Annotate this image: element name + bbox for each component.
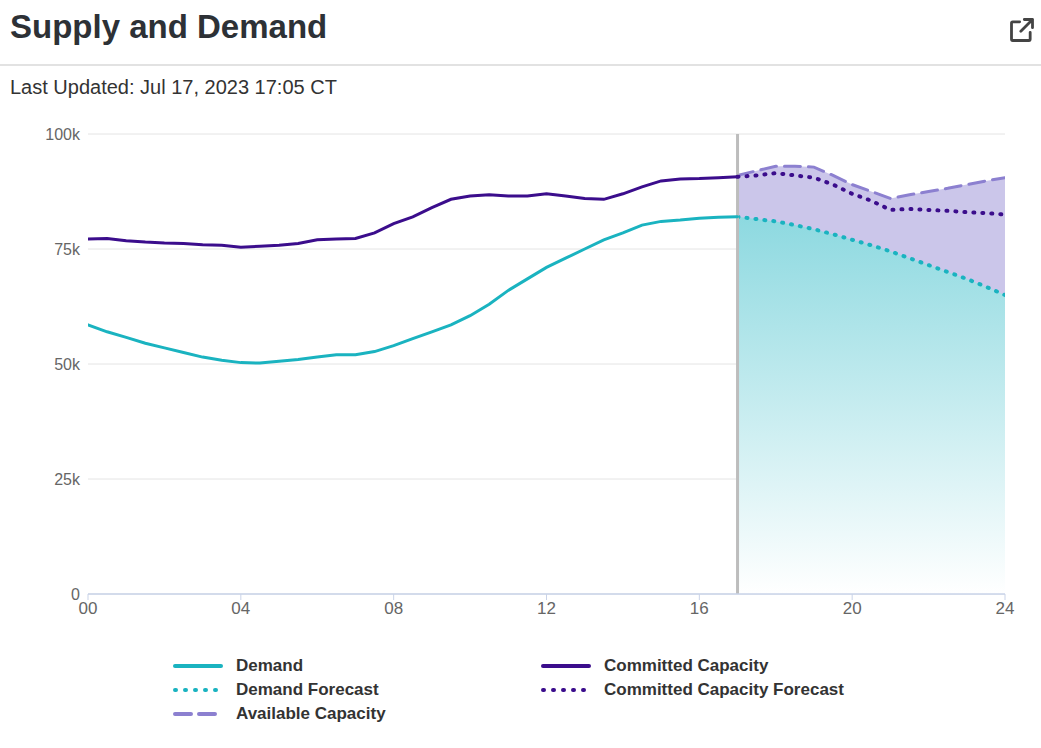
svg-text:00: 00	[79, 599, 98, 618]
svg-text:100k: 100k	[45, 126, 81, 143]
html-text:Committed Capacity: Committed Capacity	[604, 656, 769, 675]
svg-text:12: 12	[537, 599, 556, 618]
html-text:Last Updated: Jul 17, 2023 17:: Last Updated: Jul 17, 2023 17:05 CT	[10, 76, 337, 98]
svg-text:75k: 75k	[54, 241, 81, 258]
svg-text:16: 16	[690, 599, 709, 618]
html-text:Supply and Demand: Supply and Demand	[10, 8, 328, 45]
html-text:Demand Forecast: Demand Forecast	[236, 680, 379, 699]
svg-text:20: 20	[843, 599, 862, 618]
svg-text:25k: 25k	[54, 471, 81, 488]
svg-text:04: 04	[231, 599, 250, 618]
svg-text:0: 0	[71, 586, 80, 603]
svg-text:50k: 50k	[54, 356, 81, 373]
svg-text:08: 08	[384, 599, 403, 618]
html-text:Demand: Demand	[236, 656, 304, 675]
svg-text:24: 24	[996, 599, 1015, 618]
html-text:Available Capacity: Available Capacity	[236, 704, 386, 723]
html-text:Committed Capacity Forecast: Committed Capacity Forecast	[604, 680, 844, 699]
